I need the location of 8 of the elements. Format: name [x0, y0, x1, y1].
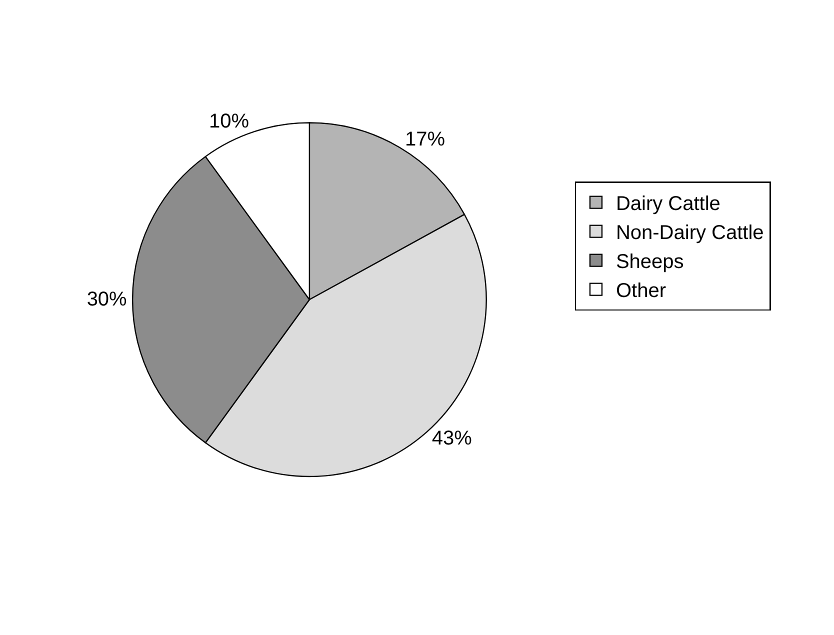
legend-label: Non-Dairy Cattle [616, 222, 764, 244]
data-label: 10% [209, 110, 250, 132]
legend-label: Dairy Cattle [616, 193, 720, 216]
data-label: 17% [404, 128, 446, 150]
legend-label: Other [616, 280, 666, 302]
data-label: 30% [86, 288, 128, 311]
legend-label: Sheeps [616, 251, 684, 274]
data-label: 43% [432, 428, 472, 450]
